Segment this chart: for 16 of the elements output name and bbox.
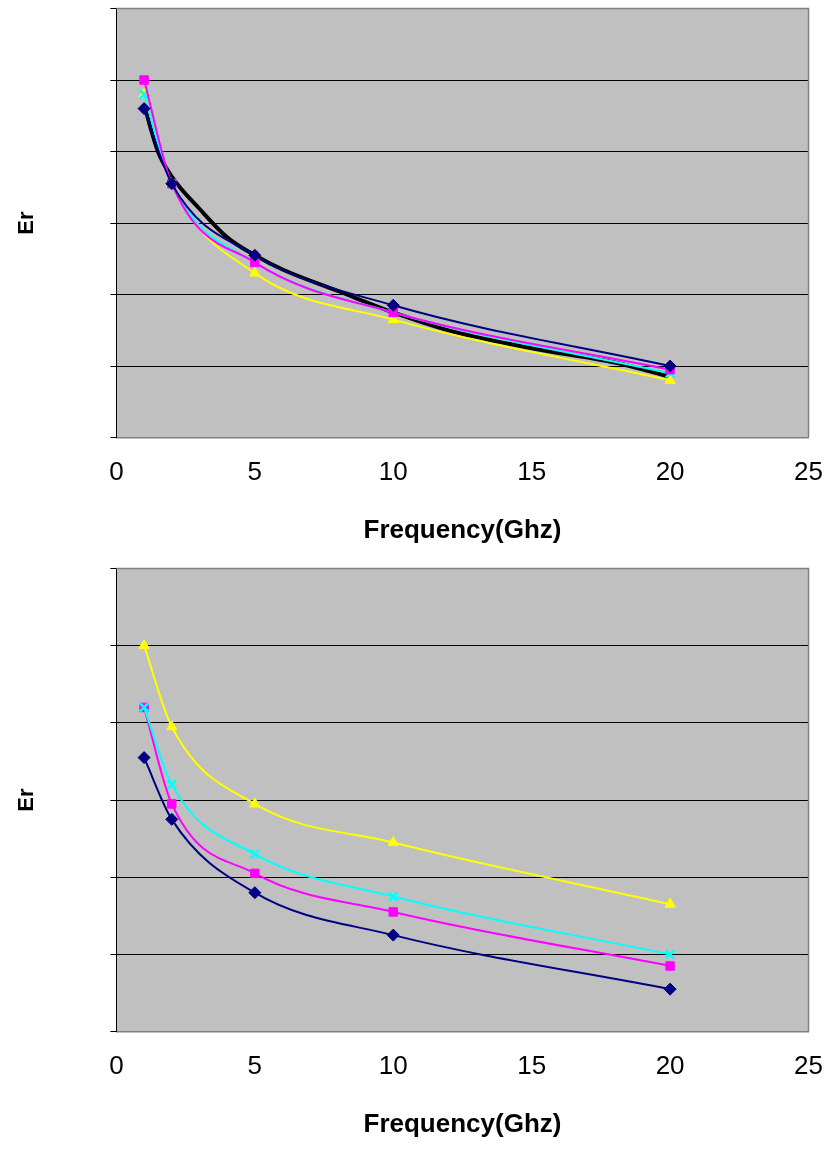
x-axis-title: Frequency(Ghz): [363, 1107, 562, 1138]
x-tick-label: 20: [655, 1050, 685, 1081]
x-tick-label: 25: [794, 456, 823, 487]
x-tick-label: 5: [247, 456, 263, 487]
x-tick-label: 20: [655, 456, 685, 487]
x-tick-label: 0: [109, 1050, 124, 1081]
x-tick-label: 10: [378, 1050, 408, 1081]
y-axis-title: Er: [13, 788, 39, 812]
x-axis-title: Frequency(Ghz): [363, 513, 562, 544]
x-tick-label: 0: [109, 456, 124, 487]
x-tick-label: 15: [517, 1050, 547, 1081]
x-tick-label: 5: [247, 1050, 263, 1081]
x-tick-label: 15: [517, 456, 547, 487]
x-tick-label: 10: [378, 456, 408, 487]
y-axis-title: Er: [13, 211, 39, 235]
x-tick-label: 25: [794, 1050, 823, 1081]
